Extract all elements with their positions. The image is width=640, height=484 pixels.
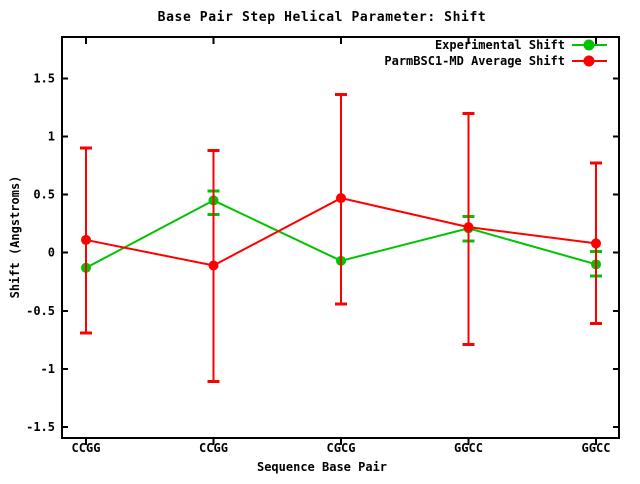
series-parmbsc1 bbox=[80, 93, 602, 384]
x-tick-label: CCGG bbox=[199, 441, 228, 455]
y-tick-label: 0 bbox=[48, 246, 55, 260]
x-tick-label: GGCC bbox=[454, 441, 483, 455]
data-point-marker bbox=[463, 222, 474, 233]
legend-label: Experimental Shift bbox=[435, 38, 565, 52]
y-tick-label: -1.5 bbox=[26, 420, 55, 434]
legend-item: Experimental Shift bbox=[435, 38, 607, 52]
y-tick-label: 1.5 bbox=[33, 71, 55, 85]
legend-marker bbox=[583, 39, 595, 51]
y-tick-label: 0.5 bbox=[33, 188, 55, 202]
x-tick-label: CGCG bbox=[327, 441, 356, 455]
chart-title: Base Pair Step Helical Parameter: Shift bbox=[158, 10, 487, 25]
data-point-marker bbox=[81, 234, 91, 245]
legend-marker bbox=[583, 55, 595, 67]
y-tick-label: -1 bbox=[41, 362, 55, 376]
legend-label: ParmBSC1-MD Average Shift bbox=[384, 54, 565, 68]
legend: Experimental Shift ParmBSC1-MD Average Sh… bbox=[384, 38, 607, 68]
y-tick-label: -0.5 bbox=[26, 304, 55, 318]
legend-item: ParmBSC1-MD Average Shift bbox=[384, 54, 607, 68]
x-tick-label: GGCC bbox=[582, 441, 611, 455]
x-tick-label: CCGG bbox=[72, 441, 101, 455]
y-axis-label: Shift (Angstroms) bbox=[8, 176, 22, 299]
data-point-marker bbox=[208, 260, 219, 271]
plot-border bbox=[61, 36, 620, 439]
data-point-marker bbox=[336, 193, 346, 204]
y-tick-label: 1 bbox=[48, 130, 55, 144]
plot-area: 1.5 1 0.5 0 -0.5 -1 -1.5 CCGG CCGG CGCG GGCC GGCC bbox=[26, 37, 619, 455]
x-axis-label: Sequence Base Pair bbox=[257, 460, 387, 474]
plot-overlay: Experimental Shift ParmBSC1-MD Average Sh… bbox=[80, 38, 607, 384]
data-point-marker bbox=[591, 238, 601, 249]
